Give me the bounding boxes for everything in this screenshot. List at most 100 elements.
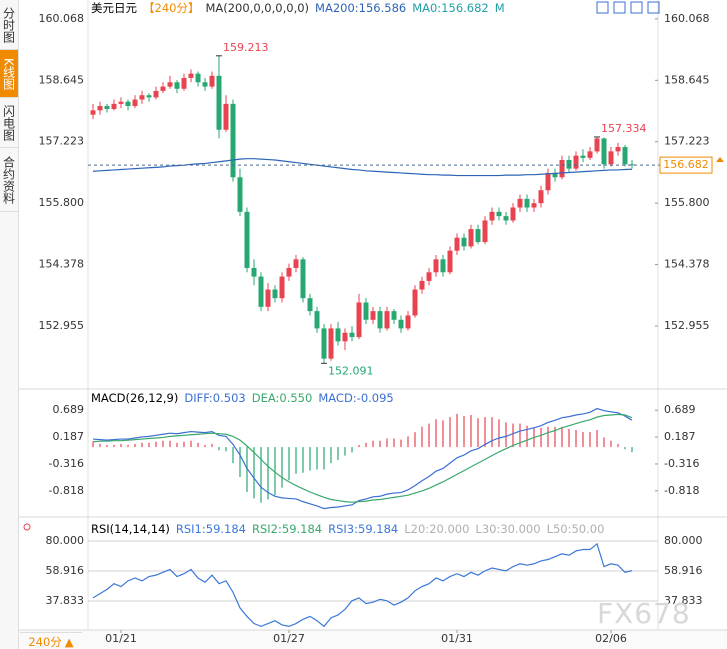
price-arrow — [716, 157, 724, 162]
candle-body — [146, 95, 152, 98]
icon[interactable] — [596, 1, 609, 14]
candle-body — [230, 103, 236, 178]
candle-body — [496, 211, 502, 217]
candle-body — [132, 99, 138, 107]
last-price: 156.682 — [663, 158, 709, 171]
candle-body — [461, 237, 467, 247]
legend-item: M — [494, 1, 505, 15]
ma-line — [92, 158, 633, 177]
indicator[interactable]: MA(200,0,0,0,0,0) — [205, 1, 310, 15]
candle-body — [587, 151, 593, 158]
candle-body — [377, 311, 383, 329]
legend-item: DIFF:0.503 — [184, 391, 246, 405]
candle-body — [328, 328, 334, 359]
candle-body — [202, 82, 208, 87]
legend-item: L50:50.00 — [546, 522, 605, 536]
settings-icon[interactable] — [23, 523, 31, 531]
candle-body — [608, 151, 614, 165]
macd-header: MACD(26,12,9) DIFF:0.503 DEA:0.550 MACD:… — [91, 390, 394, 406]
y-tick-label: 0.187 — [664, 430, 696, 443]
candle-body — [209, 75, 215, 87]
candle-body — [335, 328, 341, 342]
candle-body — [125, 101, 131, 107]
icon[interactable] — [647, 1, 660, 14]
candle-body — [104, 106, 110, 110]
tab[interactable]: 分时图 — [0, 0, 18, 50]
x-tick-label: 01/21 — [105, 632, 137, 645]
legend-item: L20:20.000 — [404, 522, 470, 536]
sidebar: 分时图 K线图 闪电图 合约资料 — [0, 0, 19, 649]
candle-body — [580, 155, 586, 158]
y-tick-label: 158.645 — [39, 73, 85, 86]
candle-body — [566, 160, 572, 169]
candle-body — [426, 272, 432, 281]
y-tick-label: 154.378 — [39, 258, 85, 271]
candle-body — [524, 198, 530, 208]
y-tick-label: 80.000 — [46, 534, 85, 547]
candle-body — [489, 211, 495, 221]
y-tick-label: 0.689 — [664, 403, 696, 416]
tab[interactable]: 合约资料 — [0, 148, 18, 212]
candle-body — [188, 73, 194, 78]
candle-body — [307, 298, 313, 312]
candle-body — [475, 229, 481, 243]
legend-item: RSI1:59.184 — [175, 522, 246, 536]
candle-body — [251, 267, 257, 277]
candle-body — [90, 110, 96, 115]
macd-line — [92, 407, 633, 510]
rsi-line — [92, 542, 633, 628]
candle-body — [545, 172, 551, 191]
candle-body — [314, 311, 320, 329]
candle-body — [503, 216, 509, 221]
candle-body — [468, 229, 474, 247]
y-tick-label: 155.800 — [664, 196, 710, 209]
candle-body — [321, 328, 327, 359]
legend-item: DEA:0.550 — [251, 391, 313, 405]
candle-body — [139, 95, 145, 100]
y-tick-label: 37.833 — [664, 594, 703, 607]
tab-active[interactable]: K线图 — [0, 50, 18, 98]
y-tick-label: 160.068 — [39, 12, 85, 25]
candle-body — [454, 237, 460, 251]
candle-body — [629, 164, 635, 166]
candle-body — [118, 101, 124, 104]
candle-body — [97, 106, 103, 111]
y-tick-label: 158.645 — [664, 73, 710, 86]
candle-body — [111, 103, 117, 110]
tab[interactable]: 闪电图 — [0, 98, 18, 148]
candle-body — [391, 311, 397, 320]
legend-item: RSI3:59.184 — [328, 522, 399, 536]
x-tick-label: 01/27 — [273, 632, 305, 645]
period[interactable]: 【240分】 — [143, 1, 200, 15]
candle-body — [181, 77, 187, 89]
indicator: RSI(14,14,14) — [91, 522, 170, 536]
y-tick-label: 0.187 — [53, 430, 85, 443]
y-tick-label: 0.689 — [53, 403, 85, 416]
icon[interactable] — [630, 1, 643, 14]
candle-body — [174, 82, 180, 89]
candle-body — [601, 138, 607, 165]
y-tick-label: 37.833 — [46, 594, 85, 607]
candle-body — [510, 207, 516, 221]
y-tick-label: 157.223 — [39, 135, 85, 148]
candle-body — [531, 203, 537, 208]
candle-body — [258, 276, 264, 307]
indicator: MACD(26,12,9) — [91, 391, 179, 405]
symbol: 美元日元 — [91, 1, 137, 15]
candle-body — [447, 250, 453, 273]
legend-item: L30:30.000 — [475, 522, 541, 536]
y-tick-label: 58.916 — [46, 564, 85, 577]
last-price-box — [659, 156, 713, 174]
y-tick-label: 160.068 — [664, 12, 710, 25]
main-header: 美元日元 【240分】 MA(200,0,0,0,0,0) MA200:156.… — [91, 0, 505, 16]
extreme-label: 157.334 — [601, 122, 647, 135]
candle-body — [237, 177, 243, 212]
toolbar-icons[interactable] — [596, 1, 660, 14]
legend-item: MA0:156.682 — [412, 1, 489, 15]
legend-item: RSI2:59.184 — [252, 522, 323, 536]
y-tick-label: -0.818 — [49, 484, 84, 497]
candle-body — [356, 302, 362, 338]
icon[interactable] — [613, 1, 626, 14]
period-button[interactable]: 240分 ▲ — [20, 632, 82, 649]
